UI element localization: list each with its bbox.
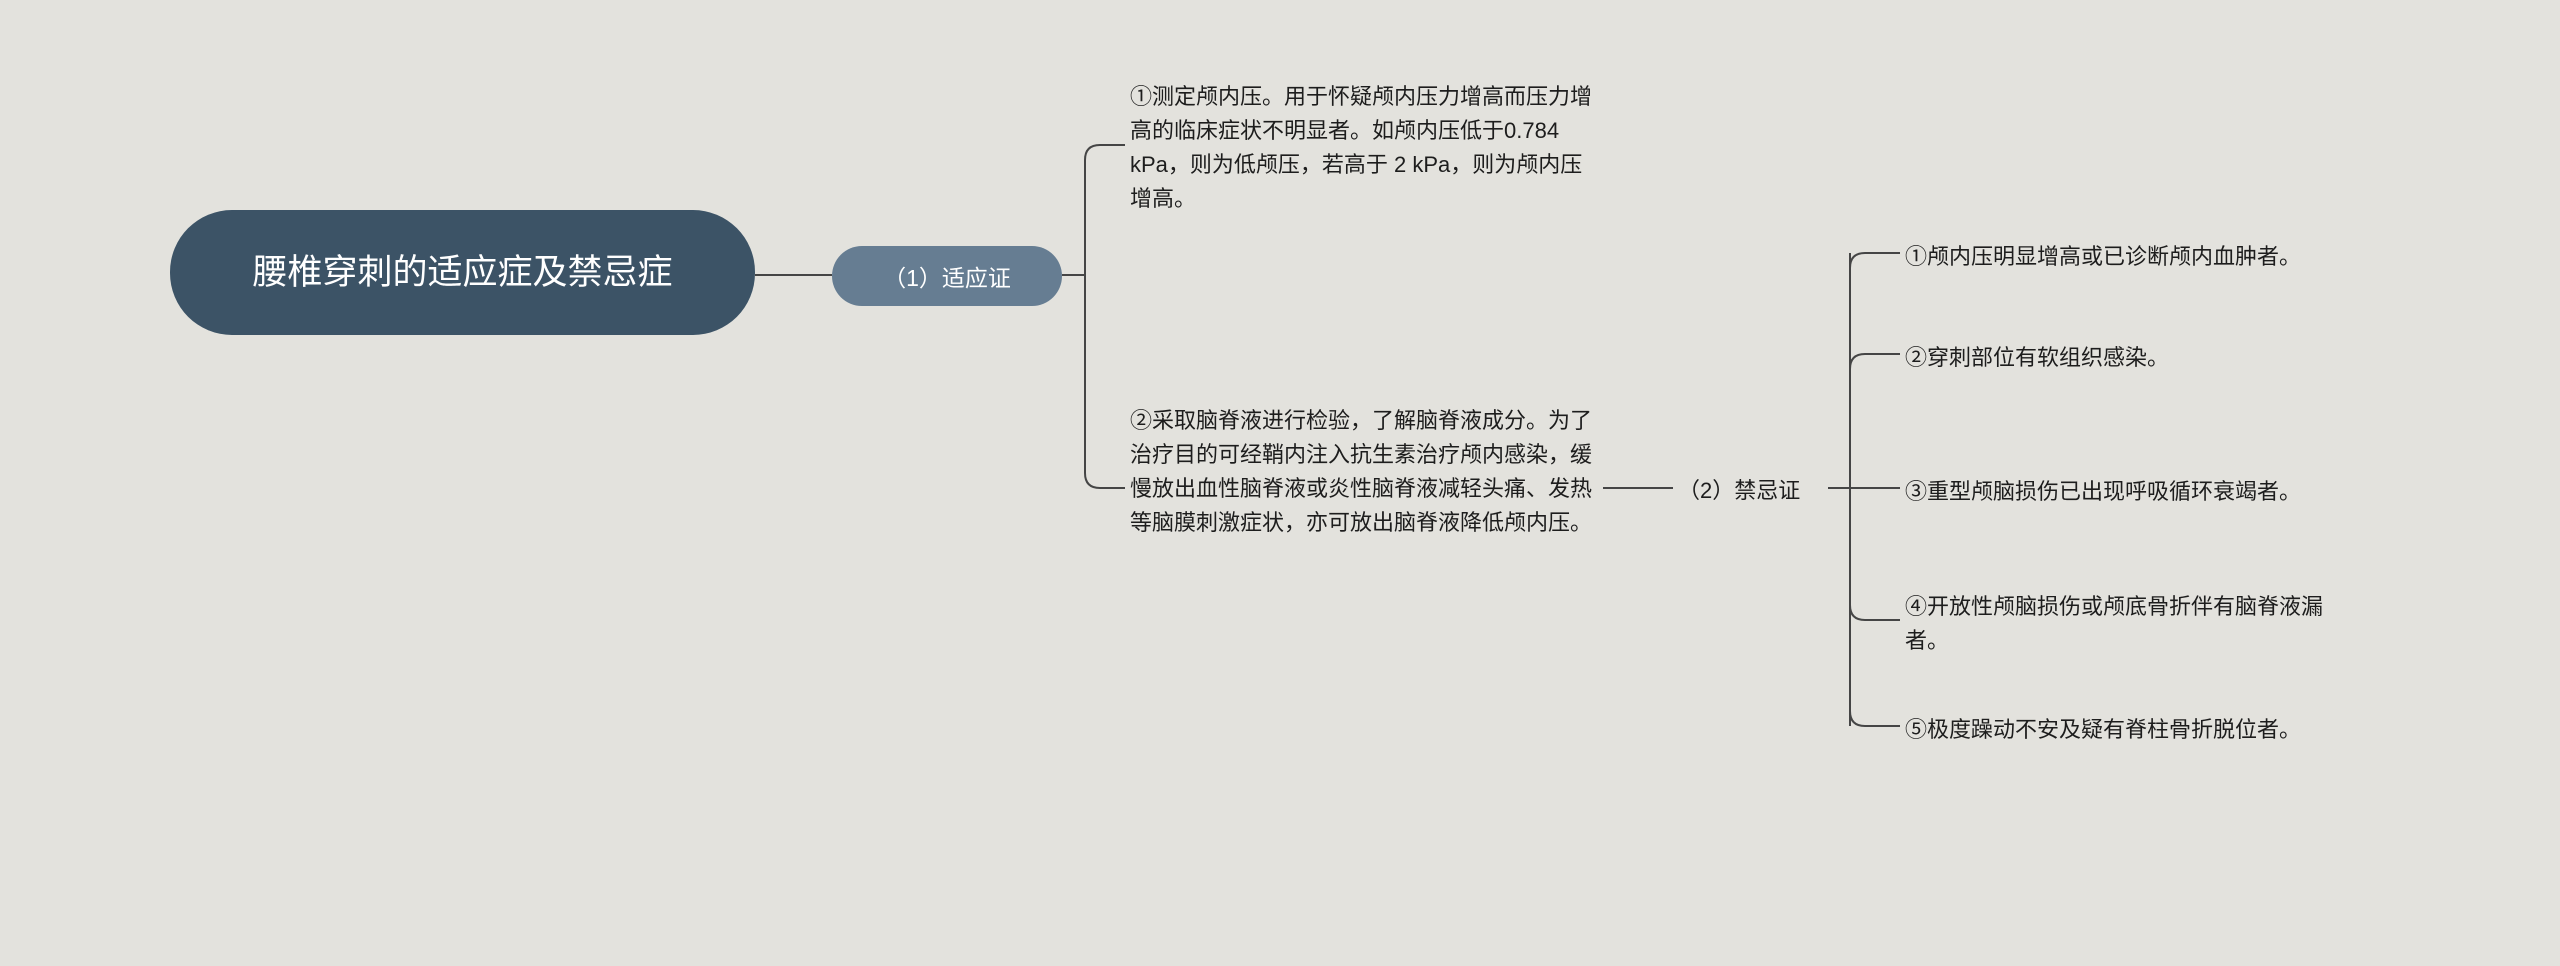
node-indications-label: （1）适应证 xyxy=(883,259,1011,293)
leaf-contra-3[interactable]: ③重型颅脑损伤已出现呼吸循环衰竭者。 xyxy=(1905,475,2360,509)
leaf-contra-5[interactable]: ⑤极度躁动不安及疑有脊柱骨折脱位者。 xyxy=(1905,713,2360,747)
leaf-contra-4[interactable]: ④开放性颅脑损伤或颅底骨折伴有脑脊液漏者。 xyxy=(1905,590,2360,658)
leaf-contra-2[interactable]: ②穿刺部位有软组织感染。 xyxy=(1905,341,2360,375)
root-label: 腰椎穿刺的适应症及禁忌症 xyxy=(252,248,672,297)
root-node[interactable]: 腰椎穿刺的适应症及禁忌症 xyxy=(170,210,755,335)
leaf-contra-1[interactable]: ①颅内压明显增高或已诊断颅内血肿者。 xyxy=(1905,240,2360,274)
node-contraindications[interactable]: （2）禁忌证 xyxy=(1678,474,1833,508)
leaf-indication-2[interactable]: ②采取脑脊液进行检验，了解脑脊液成分。为了治疗目的可经鞘内注入抗生素治疗颅内感染… xyxy=(1130,404,1600,540)
leaf-indication-1[interactable]: ①测定颅内压。用于怀疑颅内压力增高而压力增高的临床症状不明显者。如颅内压低于0.… xyxy=(1130,80,1600,216)
node-indications[interactable]: （1）适应证 xyxy=(832,246,1062,306)
mindmap-canvas: 腰椎穿刺的适应症及禁忌症 （1）适应证 ①测定颅内压。用于怀疑颅内压力增高而压力… xyxy=(0,0,2560,966)
